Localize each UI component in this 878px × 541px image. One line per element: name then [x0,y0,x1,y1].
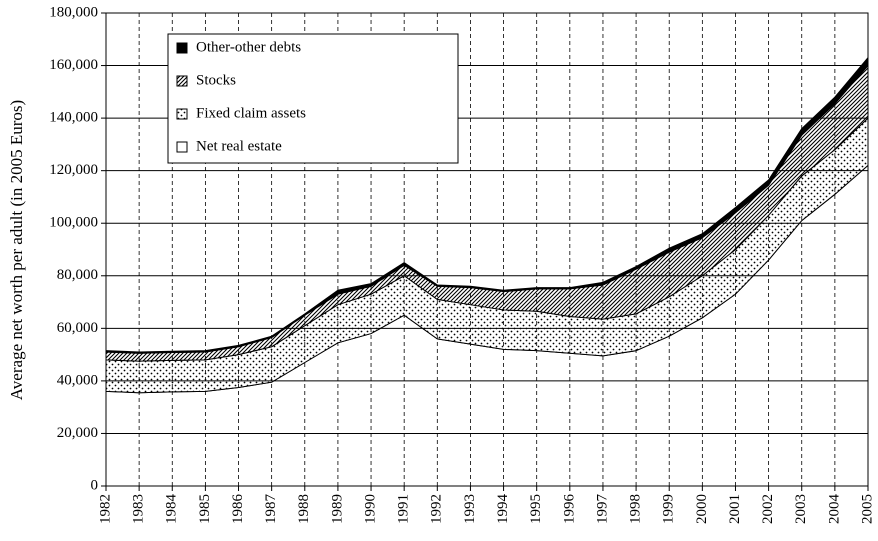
x-tick-label: 1995 [528,494,544,524]
x-tick-label: 1994 [495,493,511,524]
y-tick-label: 60,000 [57,320,98,336]
y-tick-label: 180,000 [49,4,98,20]
y-tick-label: 160,000 [49,57,98,73]
x-tick-label: 1990 [362,494,378,524]
x-tick-label: 1989 [329,494,345,524]
x-tick-label: 1998 [628,494,644,524]
y-tick-label: 120,000 [49,162,98,178]
y-tick-label: 140,000 [49,110,98,126]
y-tick-label: 0 [91,477,99,493]
legend-swatch [176,141,188,153]
y-tick-label: 40,000 [57,372,98,388]
x-tick-label: 2003 [793,494,809,524]
x-tick-label: 2000 [694,494,710,524]
x-tick-label: 1996 [561,494,577,525]
x-tick-label: 1985 [197,494,213,524]
x-tick-label: 2004 [826,494,842,525]
x-tick-label: 1997 [594,494,610,525]
legend-label: Fixed claim assets [196,105,306,121]
x-tick-label: 1992 [429,494,445,524]
y-tick-label: 80,000 [57,267,98,283]
x-tick-label: 1993 [462,494,478,524]
x-tick-label: 2002 [760,494,776,524]
x-tick-label: 1984 [164,494,180,525]
legend-label: Other-other debts [196,39,301,55]
y-axis-label: Average net worth per adult (in 2005 Eur… [7,100,26,400]
y-tick-label: 100,000 [49,215,98,231]
legend-box [167,33,459,164]
x-tick-label: 1987 [263,494,279,525]
y-tick-label: 20,000 [57,425,98,441]
legend-swatch [176,75,188,87]
legend-label: Net real estate [196,138,282,154]
legend: Other-other debts Stocks Fixed claim asset… [167,33,459,164]
legend-swatch [176,42,188,54]
x-tick-label: 1986 [230,494,246,525]
x-tick-label: 2001 [727,494,743,524]
x-tick-label: 1999 [661,494,677,524]
x-tick-label: 2005 [859,494,875,524]
x-tick-label: 1983 [131,494,147,524]
x-tick-label: 1982 [97,494,113,524]
plot-frame [105,12,869,487]
legend-label: Stocks [196,72,236,88]
x-tick-label: 1991 [396,494,412,524]
legend-swatch [176,108,188,120]
x-tick-label: 1988 [296,494,312,524]
